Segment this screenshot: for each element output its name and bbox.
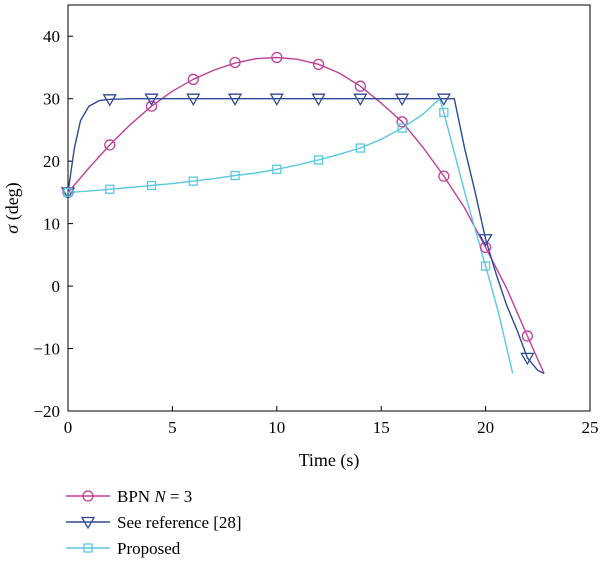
legend-label-2: Proposed <box>117 539 181 558</box>
series-1-marker-3 <box>186 93 201 107</box>
x-axis-label: Time (s) <box>299 450 360 471</box>
axis-ticks: 0 5 10 15 20 25 −20 −10 0 10 20 30 40 <box>33 27 598 437</box>
y-axis-unit: (deg) <box>2 182 23 224</box>
series-0-marker-10 <box>479 241 492 254</box>
legend-label-1: See reference [28] <box>117 513 242 532</box>
y-tick-label-0: −20 <box>33 402 60 421</box>
x-tick-label-2: 10 <box>268 418 285 437</box>
series-0-line <box>67 56 545 374</box>
series-2-marker-6 <box>313 155 324 165</box>
legend-marker-1 <box>80 516 96 530</box>
series-0-marker-5 <box>271 51 283 64</box>
series-markers <box>60 51 535 366</box>
series-1-marker-10 <box>478 234 493 247</box>
series-0-marker-2 <box>145 100 158 112</box>
series-0-marker-11 <box>521 330 534 342</box>
y-tick-label-2: 0 <box>52 277 61 296</box>
series-0-marker-4 <box>229 56 241 69</box>
legend-marker-0 <box>82 490 94 502</box>
series-0-marker-6 <box>312 58 325 70</box>
series-2-marker-10 <box>480 261 491 271</box>
series-0-marker-3 <box>187 73 199 85</box>
legend-marker-2 <box>83 543 93 553</box>
series-0-marker-8 <box>396 116 408 128</box>
series-2-marker-5 <box>272 164 282 174</box>
series-0-marker-7 <box>354 80 366 92</box>
series-1-marker-1 <box>102 94 117 107</box>
y-tick-label-5: 30 <box>43 90 60 109</box>
series-2-marker-2 <box>146 180 157 191</box>
x-tick-label-0: 0 <box>64 418 73 437</box>
series-1-marker-8 <box>394 93 410 107</box>
series-2-marker-3 <box>188 176 198 186</box>
legend-label-0: BPN N = 3 <box>117 487 192 506</box>
x-tick-label-4: 20 <box>477 418 494 437</box>
series-1-marker-4 <box>227 93 243 107</box>
y-axis-symbol: σ <box>2 224 22 234</box>
x-tick-label-1: 5 <box>168 418 177 437</box>
legend: BPN N = 3 See reference [28] Proposed <box>66 487 242 558</box>
series-0-marker-1 <box>104 139 116 151</box>
series-lines <box>67 56 545 375</box>
plot-area <box>67 4 591 412</box>
y-tick-label-4: 20 <box>43 152 60 171</box>
series-1-line <box>67 97 545 375</box>
y-tick-label-3: 10 <box>43 215 60 234</box>
series-2-marker-8 <box>397 123 407 133</box>
series-2-marker-1 <box>105 184 115 194</box>
series-2-marker-9 <box>439 107 449 118</box>
series-2-marker-7 <box>355 143 365 153</box>
series-1-marker-9 <box>436 93 451 107</box>
series-1-marker-11 <box>520 352 535 366</box>
series-2-marker-4 <box>230 170 240 181</box>
series-1-marker-7 <box>353 93 368 107</box>
y-tick-label-6: 40 <box>43 27 60 46</box>
series-2-line <box>67 97 514 374</box>
x-tick-label-3: 15 <box>373 418 390 437</box>
x-tick-label-5: 25 <box>582 418 599 437</box>
series-2-marker-0 <box>63 187 73 198</box>
series-1-marker-6 <box>311 93 326 107</box>
y-tick-label-1: −10 <box>33 340 60 359</box>
series-1-marker-2 <box>144 93 159 107</box>
y-axis-label: σ (deg) <box>2 182 23 233</box>
series-1-marker-5 <box>269 93 284 107</box>
series-0-marker-9 <box>438 170 450 182</box>
